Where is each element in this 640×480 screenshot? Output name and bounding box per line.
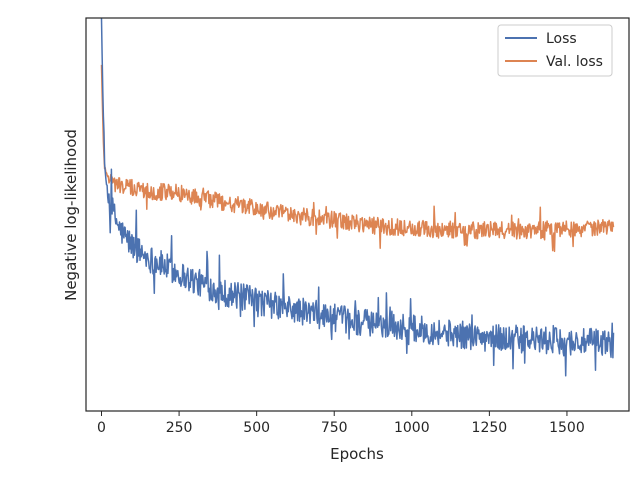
y-axis-label: Negative log-likelihood: [62, 129, 80, 301]
legend-label-val-loss: Val. loss: [546, 54, 603, 70]
x-tick-label: 750: [321, 420, 348, 436]
plot-background: [86, 18, 629, 411]
legend: Loss Val. loss: [497, 24, 613, 77]
series-layer: [100, 18, 615, 377]
series-line-val-loss: [100, 64, 615, 253]
x-tick-label: 500: [243, 420, 270, 436]
x-tick-label: 1500: [549, 420, 585, 436]
x-axis-label: Epochs: [330, 445, 384, 463]
legend-label-loss: Loss: [546, 31, 577, 47]
series-line-loss: [100, 18, 615, 377]
x-tick-label: 0: [97, 420, 106, 436]
plot-frame: [85, 17, 630, 412]
x-tick-label: 1000: [394, 420, 430, 436]
x-axis-ticks: 0 250 500 750 1000 1250 1500: [97, 411, 585, 436]
x-tick-label: 250: [166, 420, 193, 436]
x-tick-label: 1250: [472, 420, 508, 436]
